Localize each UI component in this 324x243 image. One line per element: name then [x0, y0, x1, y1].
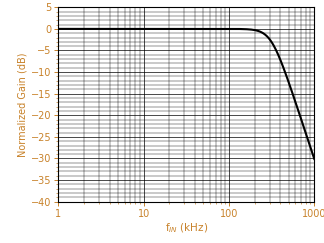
X-axis label: f$_{IN}$ (kHz): f$_{IN}$ (kHz): [165, 221, 208, 235]
Y-axis label: Normalized Gain (dB): Normalized Gain (dB): [18, 52, 28, 157]
